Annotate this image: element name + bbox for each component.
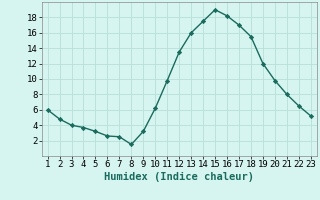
X-axis label: Humidex (Indice chaleur): Humidex (Indice chaleur) (104, 172, 254, 182)
